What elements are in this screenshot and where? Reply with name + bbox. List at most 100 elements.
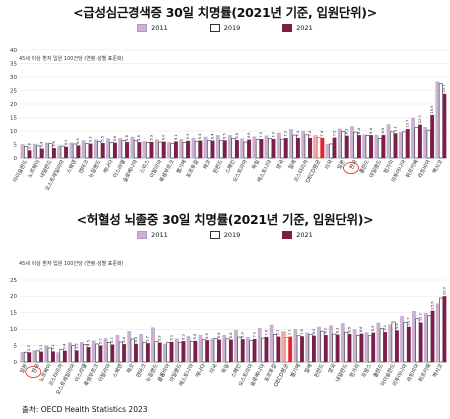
data-label: 8.5 [381, 128, 385, 134]
bar-2021 [332, 137, 337, 159]
chart1-note: 45세 이상 환자 입원 100건당 (연령·성별 표준화) [19, 56, 124, 62]
x-tick-label: 멕시코 [431, 363, 444, 379]
bar-2011 [186, 336, 191, 363]
bar-2021 [344, 135, 349, 159]
bar-2011 [386, 124, 391, 159]
bar-2011 [337, 128, 342, 159]
bar-2011 [281, 331, 286, 363]
bar-2021 [110, 344, 115, 363]
bar-2011 [56, 352, 60, 363]
bar-2019 [95, 343, 100, 363]
bar-2011 [69, 142, 74, 159]
x-tick-label: 벨기에 [174, 158, 188, 175]
bar-2019 [261, 337, 266, 363]
bar-2019 [97, 141, 102, 159]
bar-2021 [252, 338, 257, 363]
bar-2021 [134, 343, 138, 363]
bar-2021 [146, 343, 150, 363]
data-label: 9.1 [383, 325, 387, 331]
bar-2019 [178, 342, 183, 363]
bar-2019 [308, 334, 313, 363]
bar-2021 [113, 142, 117, 159]
bar-2019 [344, 331, 349, 363]
bar-2011 [423, 313, 428, 363]
x-tick-label: 헝가리 [381, 158, 395, 175]
data-label: 6.3 [181, 334, 185, 340]
x-tick-label: 영국 [326, 362, 338, 374]
chart1-title: <급성심근경색증 30일 치명률(2021년 기준, 입원단위)> [73, 5, 377, 20]
bar-2011 [269, 324, 274, 363]
bar-2021 [300, 336, 304, 363]
bar-2011 [215, 135, 220, 159]
bar-2011 [252, 136, 257, 159]
x-tick-label: 아이슬란드 [11, 158, 30, 183]
bar-2021 [27, 352, 32, 363]
data-label: 5.4 [122, 336, 126, 342]
y-tick-label: 25 [10, 88, 17, 94]
bar-2019 [194, 140, 199, 159]
bar-2019 [403, 322, 408, 363]
bar-2011 [412, 311, 416, 363]
bar-2019 [35, 350, 40, 363]
x-tick-label: 한국 [348, 159, 359, 171]
bar-2019 [201, 339, 206, 363]
data-label: 15.6 [430, 301, 434, 310]
data-label: 8.6 [359, 326, 363, 332]
bar-2019 [121, 140, 126, 159]
y-tick-label: 0 [14, 360, 18, 366]
bar-2019 [219, 139, 224, 159]
data-label: 7.5 [332, 131, 336, 137]
data-label: 4.6 [76, 138, 80, 144]
y-tick-label: 40 [10, 48, 17, 54]
bar-2011 [151, 327, 155, 363]
bar-2011 [127, 331, 132, 363]
x-tick-label: 일본 [335, 158, 347, 170]
y-tick-label: 5 [14, 343, 18, 349]
bar-2019 [292, 134, 297, 159]
y-tick-label: 10 [10, 129, 17, 135]
bar-2019 [390, 131, 395, 159]
legend-swatch-2019 [209, 24, 220, 32]
data-label: 7.4 [308, 130, 312, 136]
data-label: 6.8 [229, 332, 233, 338]
x-tick-label: 미국 [207, 362, 219, 374]
bar-2019 [237, 336, 242, 363]
data-label: 6.6 [205, 332, 209, 338]
x-tick-label: 캐나다 [193, 362, 207, 379]
bar-2019 [182, 142, 187, 159]
bar-2021 [157, 342, 162, 363]
data-label: 4.5 [86, 340, 90, 346]
bar-2021 [296, 137, 300, 159]
bar-2011 [91, 340, 96, 363]
data-label: 6.1 [169, 335, 173, 341]
data-label: 3.5 [75, 343, 79, 349]
bar-2019 [166, 342, 171, 363]
bar-2011 [20, 144, 25, 159]
bar-2021 [137, 142, 142, 159]
bar-2021 [76, 145, 81, 159]
bar-2011 [103, 338, 108, 363]
bar-2019 [402, 131, 407, 159]
bar-2011 [435, 81, 440, 159]
bar-2021 [320, 137, 325, 159]
bar-2011 [118, 138, 123, 159]
bar-2019 [23, 351, 28, 363]
bar-2011 [68, 342, 72, 363]
bar-2021 [100, 143, 105, 159]
bar-2021 [198, 140, 203, 159]
bar-2021 [51, 351, 55, 363]
data-label: 5.7 [146, 336, 150, 342]
bar-2019 [367, 335, 372, 363]
bar-2011 [364, 332, 369, 363]
bar-2011 [362, 134, 367, 159]
bar-2019 [329, 143, 334, 159]
bar-2021 [276, 336, 281, 363]
data-label: 7.0 [259, 131, 263, 137]
legend-swatch-2019 [209, 231, 220, 239]
bar-2021 [64, 146, 69, 159]
bar-2011 [142, 141, 147, 159]
bar-2011 [32, 143, 37, 159]
bar-2021 [393, 133, 398, 159]
korea-highlight-circle [25, 366, 42, 378]
bar-2021 [357, 135, 361, 159]
